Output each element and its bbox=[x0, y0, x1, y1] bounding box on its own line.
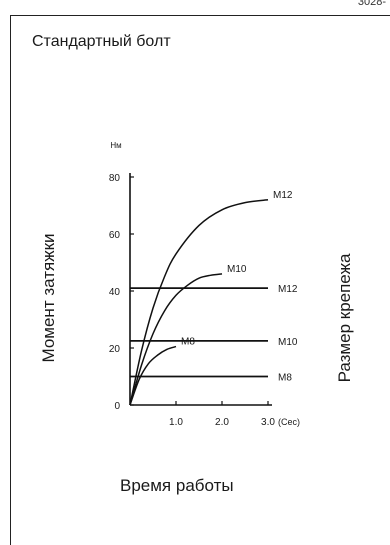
figure-frame bbox=[10, 15, 390, 545]
x-tick-label: 2.0 bbox=[215, 417, 229, 428]
x-axis-label: Время работы bbox=[120, 476, 234, 495]
y-tick-label: 20 bbox=[109, 344, 121, 355]
corner-code: 3028- bbox=[357, 0, 386, 8]
y-tick-label: 60 bbox=[109, 230, 121, 241]
m8-flat-label: M8 bbox=[278, 373, 292, 384]
m12-curve-label: M12 bbox=[273, 190, 293, 201]
m12-flat-label: M12 bbox=[278, 284, 298, 295]
m10-flat-label: M10 bbox=[278, 337, 298, 348]
y-tick-label: 40 bbox=[109, 287, 121, 298]
y-tick-label: 80 bbox=[109, 173, 121, 184]
chart-title: Стандартный болт bbox=[32, 33, 171, 50]
y-tick-label: 0 bbox=[114, 401, 120, 412]
m10-curve-label: M10 bbox=[227, 264, 247, 275]
m10-curve-line bbox=[129, 273, 223, 406]
chart-plot: 0 20 40 60 80 1.0 2.0 3.0 (Сес) Нм M12 M10 M8 M12 M10 M… bbox=[109, 141, 300, 428]
m8-curve-line bbox=[129, 345, 177, 406]
x-tick-label: 1.0 bbox=[169, 417, 183, 428]
m8-curve-label: M8 bbox=[181, 337, 195, 348]
x-tick-label: 3.0 bbox=[261, 417, 275, 428]
x-unit-label: (Сес) bbox=[278, 417, 300, 427]
y-unit-label: Нм bbox=[110, 141, 121, 150]
m12-curve-line bbox=[129, 199, 269, 406]
